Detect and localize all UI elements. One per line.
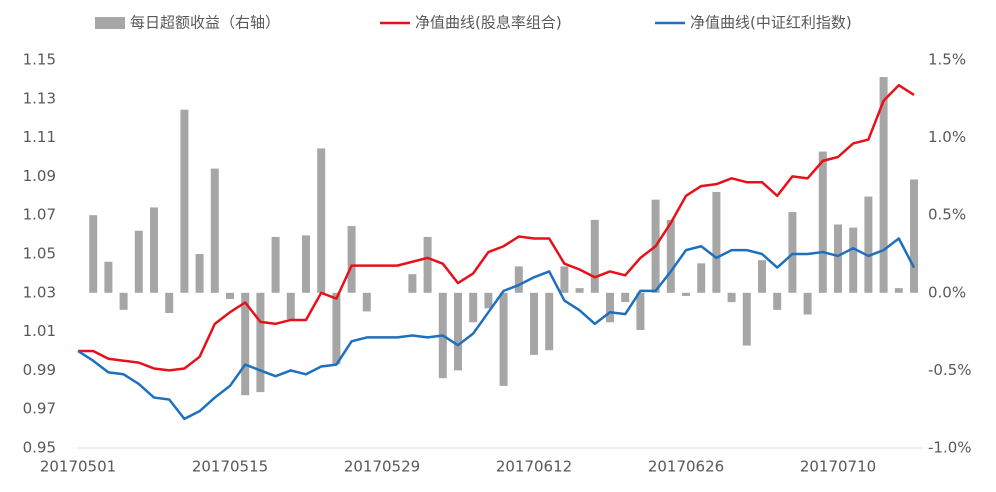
bar [165,292,174,313]
bar [195,254,204,293]
bar [332,292,341,365]
bar [788,212,797,293]
y2-tick-label: -0.5% [928,361,972,379]
bar [423,236,432,293]
bar [180,109,189,293]
y2-tick-label: 1.5% [928,51,966,69]
legend-label: 每日超额收益（右轴） [130,14,280,32]
line [78,83,915,372]
bar [712,191,721,293]
y-tick-label: 0.95 [23,439,56,457]
bar [484,292,493,309]
y-tick-label: 0.99 [23,361,56,379]
bar [271,236,280,293]
bar [134,230,143,293]
bar [849,227,858,293]
bar [119,292,128,310]
y-tick-label: 0.97 [23,400,56,418]
bar [834,224,842,293]
bar [286,292,295,320]
bar [454,292,462,371]
bar [104,261,113,293]
bar [347,226,356,293]
bar [560,266,569,293]
bar [210,168,219,293]
x-tick-label: 20170612 [496,458,572,476]
y-tick-label: 1.03 [23,283,56,301]
x-tick-label: 20170626 [648,458,724,476]
y2-tick-label: 1.0% [928,128,966,146]
y2-tick-label: -1.0% [928,439,972,457]
bar [864,196,873,293]
y-tick-label: 1.01 [23,322,56,340]
x-tick-label: 20170529 [344,458,420,476]
bar [742,292,751,346]
y-tick-label: 1.05 [23,245,56,263]
y-tick-label: 1.09 [23,167,56,185]
bar [590,219,599,293]
bar [362,292,371,312]
bar [621,292,630,303]
x-tick-label: 20170515 [192,458,268,476]
bar [894,288,903,293]
bar [697,263,706,293]
y-tick-label: 1.07 [23,206,56,224]
bar [150,207,158,293]
bar [469,292,478,323]
bar [818,151,827,293]
bar [514,266,523,293]
bar [803,292,812,315]
legend-label: 净值曲线(股息率组合) [415,14,562,32]
y2-tick-label: 0.5% [928,206,966,224]
x-tick-label: 20170710 [800,458,876,476]
bar [727,292,736,303]
bar [317,148,326,293]
bar [575,288,584,293]
y2-tick-label: 0.0% [928,283,966,301]
bar [499,292,508,386]
y-tick-label: 1.13 [23,89,56,107]
bar [910,179,918,293]
bar [758,260,766,293]
bar [773,292,782,310]
bar [879,77,888,293]
legend-label: 净值曲线(中证红利指数) [690,14,852,32]
line [77,237,916,421]
bar [606,292,614,323]
x-tick-label: 20170501 [40,458,116,476]
bar [408,274,417,293]
y-tick-label: 1.11 [23,128,56,146]
bar [226,292,234,300]
legend-swatch [95,17,125,29]
bar [89,215,98,293]
bar [302,235,310,293]
y-tick-label: 1.15 [23,51,56,69]
bar [636,292,645,331]
bar [666,219,675,293]
bar [256,292,265,393]
bar [545,292,554,351]
bar [682,292,690,296]
bar [530,292,538,355]
bar [241,292,250,396]
